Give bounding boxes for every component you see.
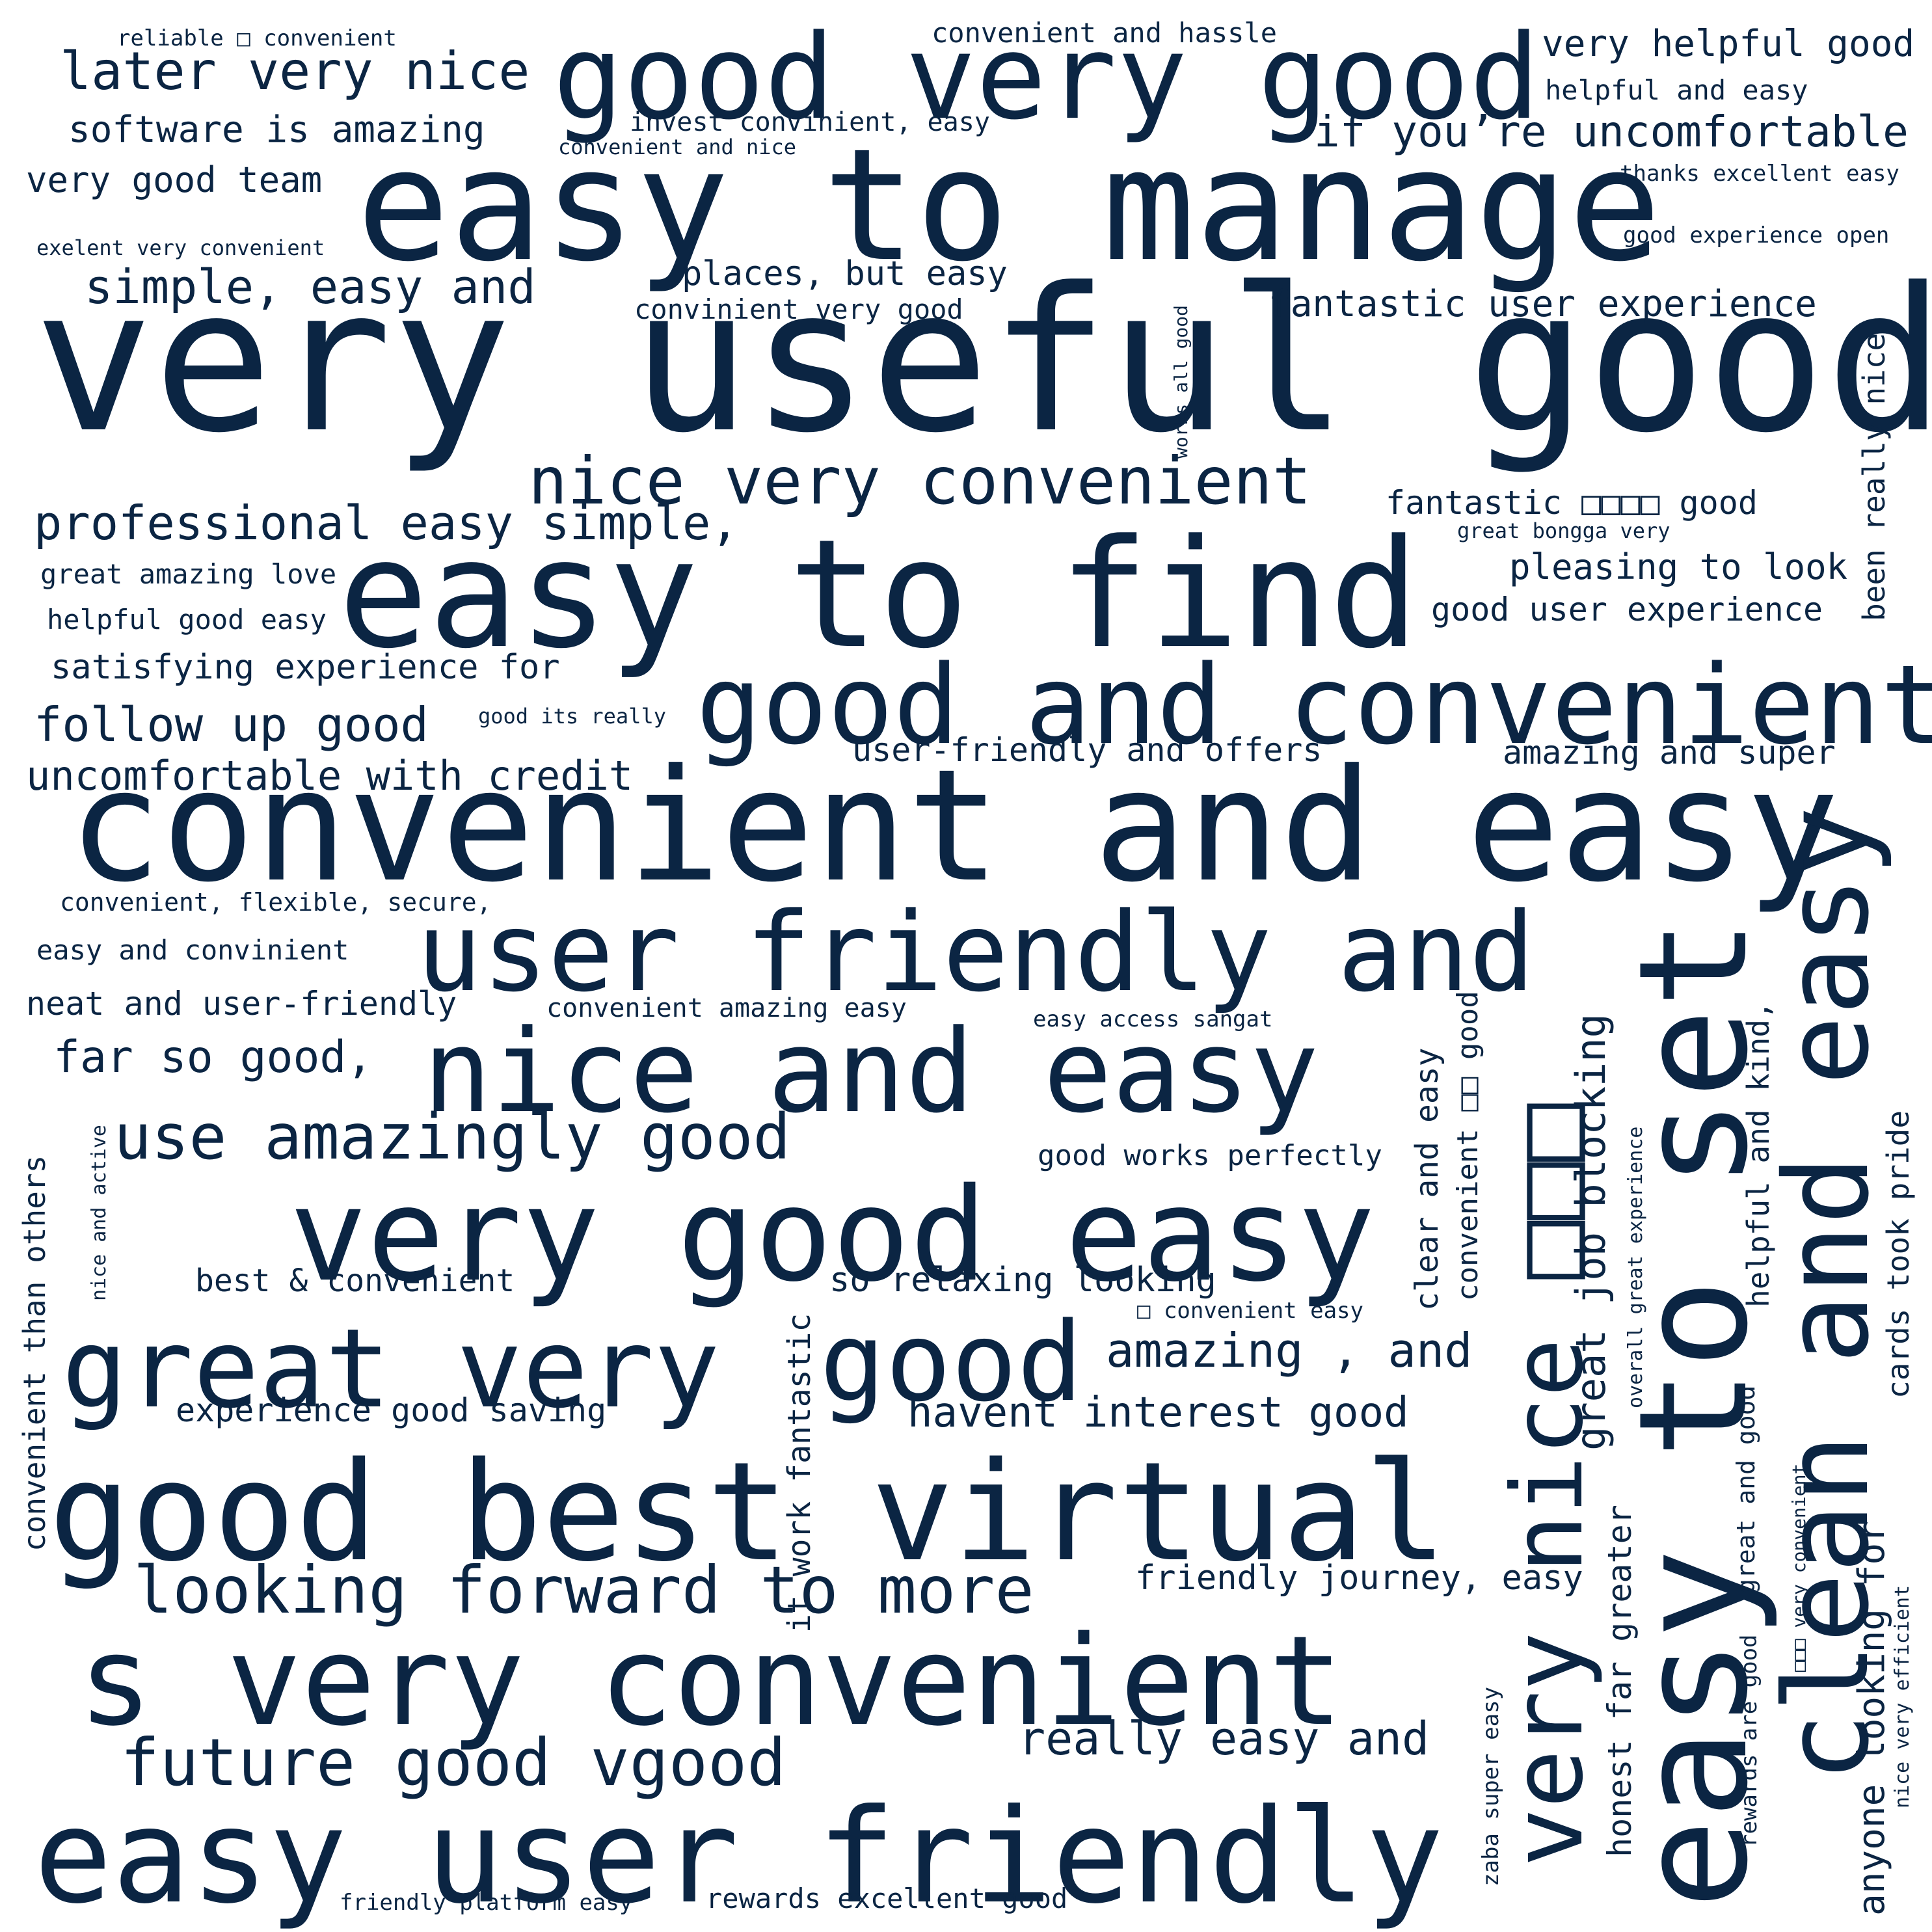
cloud-word: good [820,1298,1083,1426]
cloud-word: friendly platform easy [340,1890,633,1916]
cloud-word: anyone looking for [1851,1521,1893,1916]
cloud-word: rewards excellent good [706,1883,1068,1914]
cloud-word: amazing and super [1503,734,1836,771]
cloud-word: great and good [1732,1385,1760,1594]
cloud-word: convenient, flexible, secure, [60,888,492,917]
cloud-word: reliable □ convenient [117,25,397,51]
cloud-word: experience good saving [176,1391,607,1429]
cloud-word: user friendly and [416,889,1535,1016]
cloud-word: rewards are good [1736,1634,1762,1847]
cloud-word: satisfying experience for [51,648,560,687]
cloud-word: easy user friendly [34,1781,1444,1932]
cloud-word: good very good [553,10,1540,146]
cloud-word: convenient and hassle [932,17,1278,49]
cloud-word: great amazing love [40,558,337,590]
cloud-word: friendly journey, easy [1135,1559,1583,1598]
cloud-word: convenient □□ good [1451,991,1484,1301]
cloud-word: very helpful good [1542,23,1915,65]
cloud-word: good its really [478,704,666,729]
cloud-word: good best virtual [49,1432,1447,1592]
cloud-word: convinient very good [634,293,963,325]
cloud-word: if you’re uncomfortable [1314,107,1909,157]
cloud-word: so relaxing looking [829,1261,1216,1300]
cloud-word: fantastic □□□□ good [1386,484,1758,522]
cloud-word: great very [62,1305,720,1432]
cloud-word: user-friendly and offers [852,731,1322,769]
cloud-word: places, but easy [682,254,1008,293]
cloud-word: honest far greater [1601,1505,1639,1857]
cloud-word: nice and active [88,1125,111,1301]
cloud-word: very good easy [289,1160,1375,1310]
cloud-word: cards took pride [1881,1110,1916,1399]
cloud-word: good user experience [1431,591,1823,628]
cloud-word: helpful good easy [47,604,327,636]
cloud-word: good and convenient [696,641,1932,769]
cloud-word: convenient and easy [68,736,1840,917]
cloud-word: been really nice [1857,332,1892,621]
cloud-word: □ convenient easy [1137,1298,1363,1324]
cloud-word: follow up good [34,697,429,752]
cloud-word: convenient and nice [558,135,797,159]
cloud-word: easy to find [338,508,1419,682]
cloud-word: □□□ very convenient [1788,1463,1810,1672]
cloud-word: exelent very convenient [36,235,325,260]
cloud-word: zaba super easy [1478,1686,1504,1886]
cloud-word: convenient than others [17,1155,52,1551]
cloud-word: helpful and kind, [1741,1001,1776,1308]
cloud-word: it work fantastic [781,1313,818,1633]
cloud-word: easy to manage [356,116,1662,296]
cloud-word: later very nice [60,41,530,101]
cloud-word: helpful and easy [1545,74,1808,106]
cloud-word: good works perfectly [1038,1139,1382,1172]
cloud-word: very good team [26,159,323,200]
cloud-word: good experience open [1623,222,1890,248]
cloud-word: professional easy simple, [34,496,739,550]
cloud-word: looking forward to more [133,1552,1034,1628]
cloud-word: convenient amazing easy [546,993,907,1023]
cloud-word: easy access sangat [1033,1006,1273,1032]
cloud-word: pleasing to look [1509,546,1848,587]
cloud-word: far so good, [53,1032,373,1083]
cloud-word: easy and convinient [36,934,349,966]
cloud-word: great job blocking [1567,1013,1615,1451]
cloud-word: uncomfortable with credit [26,752,634,799]
cloud-word: overall great experience [1624,1126,1647,1408]
cloud-word: fantastic user experience [1268,283,1817,325]
cloud-word: future good vgood [120,1724,786,1801]
cloud-word: s very convenient [78,1609,1343,1753]
cloud-word: amazing , and [1106,1323,1473,1378]
cloud-word: nice very convenient [528,443,1312,519]
cloud-word: use amazingly good [114,1101,791,1174]
cloud-word: great bongga very [1457,518,1670,543]
cloud-word: nice and easy [423,1005,1319,1138]
cloud-word: clear and easy [1409,1047,1445,1311]
cloud-word: neat and user-friendly [26,985,457,1023]
cloud-word: nice very efficient [1891,1585,1914,1808]
cloud-word: best & convenient [195,1263,515,1299]
cloud-word: very useful good [34,245,1932,476]
cloud-word: software is amazing [68,109,485,151]
cloud-word: works all good [1170,304,1192,459]
cloud-word: thanks excellent easy [1620,161,1899,187]
cloud-word: havent interest good [907,1389,1409,1437]
cloud-word: simple, easy and [85,260,536,314]
cloud-word: invest convinient, easy [630,107,990,137]
cloud-word: really easy and [1018,1712,1430,1765]
